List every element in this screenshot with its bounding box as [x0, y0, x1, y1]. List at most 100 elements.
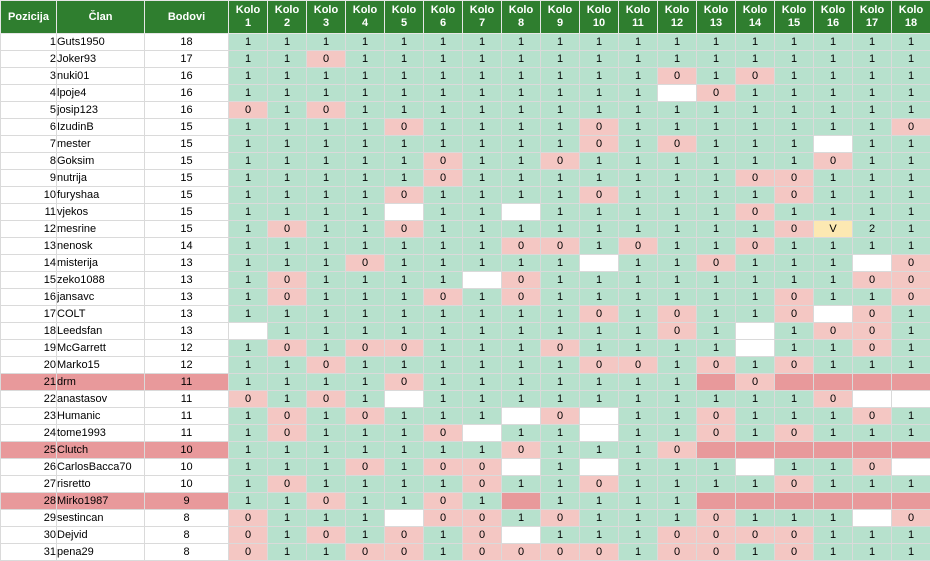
round-cell[interactable]: 1 [736, 544, 775, 561]
round-cell[interactable]: 1 [463, 357, 502, 374]
round-cell[interactable] [697, 442, 736, 459]
round-cell[interactable]: 0 [541, 238, 580, 255]
round-cell[interactable]: 1 [580, 102, 619, 119]
round-cell[interactable]: 1 [541, 493, 580, 510]
round-cell[interactable]: 1 [619, 255, 658, 272]
round-cell[interactable]: 1 [307, 238, 346, 255]
round-cell[interactable]: 1 [346, 34, 385, 51]
round-cell[interactable]: 1 [580, 510, 619, 527]
round-cell[interactable]: 0 [658, 323, 697, 340]
round-cell[interactable]: 1 [775, 34, 814, 51]
round-cell[interactable]: 1 [268, 153, 307, 170]
round-cell[interactable]: 1 [307, 476, 346, 493]
round-cell[interactable]: 1 [853, 170, 892, 187]
round-cell[interactable]: 1 [853, 34, 892, 51]
round-cell[interactable]: 1 [619, 323, 658, 340]
member-cell[interactable]: Marko15 [57, 357, 145, 374]
round-cell[interactable]: 1 [892, 51, 930, 68]
round-cell[interactable]: 1 [541, 102, 580, 119]
round-cell[interactable]: 0 [736, 238, 775, 255]
round-cell[interactable]: 1 [463, 85, 502, 102]
round-cell[interactable]: 1 [736, 34, 775, 51]
round-cell[interactable]: 1 [502, 476, 541, 493]
round-cell[interactable]: 1 [229, 425, 268, 442]
round-cell[interactable]: 1 [229, 374, 268, 391]
round-cell[interactable]: 1 [385, 459, 424, 476]
member-cell[interactable]: nuki01 [57, 68, 145, 85]
round-cell[interactable]: 1 [385, 425, 424, 442]
round-cell[interactable]: 1 [502, 187, 541, 204]
round-cell[interactable]: 1 [814, 527, 853, 544]
position-cell[interactable]: 15 [1, 272, 57, 289]
round-cell[interactable]: 1 [619, 340, 658, 357]
round-cell[interactable]: 0 [853, 340, 892, 357]
round-cell[interactable] [736, 340, 775, 357]
round-cell[interactable]: 1 [697, 119, 736, 136]
round-cell[interactable]: 1 [307, 68, 346, 85]
round-cell[interactable]: 0 [775, 544, 814, 561]
round-cell[interactable]: 0 [892, 289, 930, 306]
round-cell[interactable]: 1 [658, 289, 697, 306]
round-cell[interactable]: 1 [697, 187, 736, 204]
position-cell[interactable]: 29 [1, 510, 57, 527]
round-cell[interactable]: 1 [814, 272, 853, 289]
round-cell[interactable]: 0 [502, 544, 541, 561]
round-cell[interactable]: 0 [424, 289, 463, 306]
round-cell[interactable]: 0 [814, 391, 853, 408]
position-cell[interactable]: 10 [1, 187, 57, 204]
position-cell[interactable]: 14 [1, 255, 57, 272]
round-cell[interactable]: 0 [736, 204, 775, 221]
round-cell[interactable]: 1 [307, 425, 346, 442]
round-cell[interactable]: 1 [814, 544, 853, 561]
round-cell[interactable]: 1 [853, 153, 892, 170]
round-cell[interactable]: 1 [853, 527, 892, 544]
round-cell[interactable]: 1 [424, 374, 463, 391]
round-cell[interactable]: 1 [229, 340, 268, 357]
round-cell[interactable]: 1 [658, 391, 697, 408]
round-cell[interactable]: 1 [307, 153, 346, 170]
round-cell[interactable]: 0 [385, 187, 424, 204]
round-cell[interactable]: 0 [853, 306, 892, 323]
round-cell[interactable]: 1 [814, 102, 853, 119]
round-cell[interactable]: 1 [892, 85, 930, 102]
points-cell[interactable]: 16 [145, 102, 229, 119]
round-cell[interactable]: 1 [736, 51, 775, 68]
round-cell[interactable]: 1 [229, 306, 268, 323]
round-cell[interactable]: 1 [853, 544, 892, 561]
round-cell[interactable]: 1 [307, 170, 346, 187]
round-cell[interactable] [736, 323, 775, 340]
round-cell[interactable]: 1 [619, 34, 658, 51]
round-cell[interactable]: 1 [424, 323, 463, 340]
round-cell[interactable]: 1 [580, 493, 619, 510]
round-cell[interactable]: 1 [424, 340, 463, 357]
round-cell[interactable]: 0 [268, 408, 307, 425]
round-cell[interactable] [658, 85, 697, 102]
round-cell[interactable] [775, 493, 814, 510]
member-cell[interactable]: nutrija [57, 170, 145, 187]
round-cell[interactable]: 0 [580, 476, 619, 493]
round-cell[interactable]: 0 [307, 357, 346, 374]
points-cell[interactable]: 13 [145, 255, 229, 272]
round-cell[interactable]: 1 [892, 68, 930, 85]
round-cell[interactable]: 1 [892, 187, 930, 204]
round-cell[interactable]: 1 [502, 136, 541, 153]
member-cell[interactable]: zeko1088 [57, 272, 145, 289]
round-cell[interactable]: 1 [502, 102, 541, 119]
round-cell[interactable]: 1 [619, 408, 658, 425]
round-cell[interactable]: 0 [775, 170, 814, 187]
round-cell[interactable]: 1 [346, 527, 385, 544]
round-cell[interactable] [814, 136, 853, 153]
round-cell[interactable]: 0 [346, 255, 385, 272]
position-cell[interactable]: 21 [1, 374, 57, 391]
round-cell[interactable]: 0 [268, 272, 307, 289]
round-cell[interactable]: 1 [385, 153, 424, 170]
round-cell[interactable]: 1 [268, 204, 307, 221]
round-cell[interactable]: 1 [775, 51, 814, 68]
header-position[interactable]: Pozicija [1, 1, 57, 34]
round-cell[interactable]: 1 [853, 85, 892, 102]
round-cell[interactable]: 1 [307, 221, 346, 238]
round-cell[interactable]: 1 [814, 34, 853, 51]
round-cell[interactable]: 1 [658, 425, 697, 442]
points-cell[interactable]: 12 [145, 357, 229, 374]
round-cell[interactable]: 1 [307, 204, 346, 221]
